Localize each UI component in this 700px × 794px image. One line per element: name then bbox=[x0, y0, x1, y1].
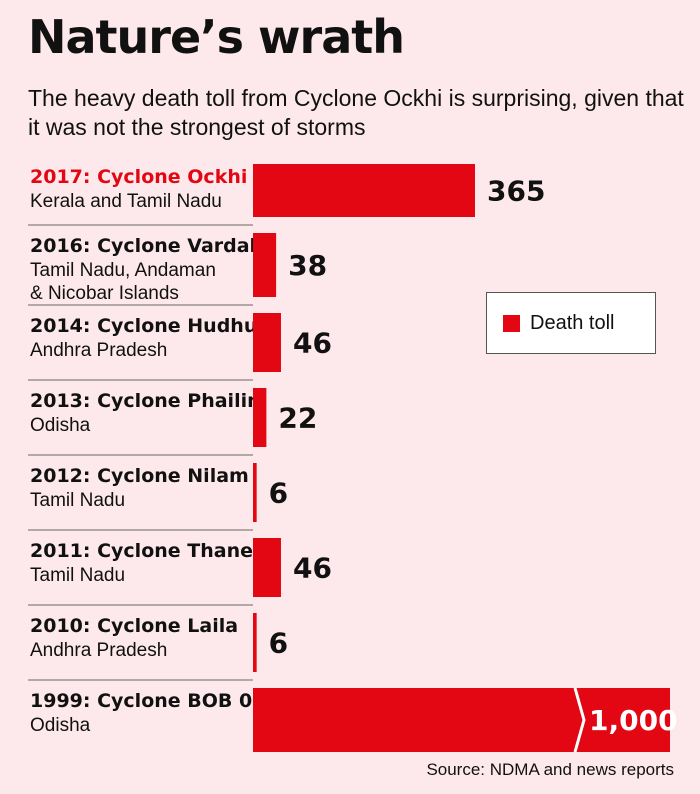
value-label: 22 bbox=[278, 402, 317, 435]
value-label: 6 bbox=[269, 477, 288, 510]
legend-swatch-death-toll bbox=[503, 314, 520, 332]
chart-legend: Death toll bbox=[486, 292, 656, 354]
region-label: & Nicobar Islands bbox=[30, 283, 179, 304]
region-label: Kerala and Tamil Nadu bbox=[30, 191, 222, 212]
category-label: 2010: Cyclone Laila bbox=[30, 615, 238, 637]
value-label: 46 bbox=[293, 327, 332, 360]
region-label: Tamil Nadu, Andaman bbox=[30, 260, 216, 281]
region-label: Andhra Pradesh bbox=[30, 340, 167, 361]
value-label: 46 bbox=[293, 552, 332, 585]
category-label: 2013: Cyclone Phailin bbox=[30, 390, 261, 412]
region-label: Tamil Nadu bbox=[30, 565, 125, 586]
category-label: 1999: Cyclone BOB 03 bbox=[30, 690, 265, 712]
category-label: 2014: Cyclone Hudhud bbox=[30, 315, 271, 337]
source-note: Source: NDMA and news reports bbox=[426, 760, 674, 779]
value-label: 6 bbox=[269, 627, 288, 660]
bar bbox=[253, 164, 475, 217]
category-label: 2016: Cyclone Vardah bbox=[30, 235, 263, 257]
region-label: Tamil Nadu bbox=[30, 490, 125, 511]
region-label: Odisha bbox=[30, 715, 91, 736]
chart-subtitle: The heavy death toll from Cyclone Ockhi … bbox=[28, 85, 684, 140]
bar bbox=[253, 538, 281, 597]
value-label: 365 bbox=[487, 175, 545, 208]
category-label: 2017: Cyclone Ockhi bbox=[30, 166, 247, 188]
bar bbox=[253, 233, 277, 297]
chart-title: Nature’s wrath bbox=[28, 10, 405, 64]
region-label: Odisha bbox=[30, 415, 91, 436]
region-label: Andhra Pradesh bbox=[30, 640, 167, 661]
bar bbox=[253, 688, 670, 752]
category-label: 2011: Cyclone Thane bbox=[30, 540, 253, 562]
bar bbox=[253, 388, 267, 447]
legend-label-death-toll: Death toll bbox=[530, 311, 615, 334]
category-label: 2012: Cyclone Nilam bbox=[30, 465, 249, 487]
bar bbox=[253, 313, 281, 372]
value-label: 38 bbox=[288, 249, 327, 282]
bar bbox=[253, 463, 257, 522]
bar bbox=[253, 613, 257, 672]
value-label: 1,000 bbox=[589, 704, 678, 737]
axis-break-mark bbox=[573, 687, 586, 753]
